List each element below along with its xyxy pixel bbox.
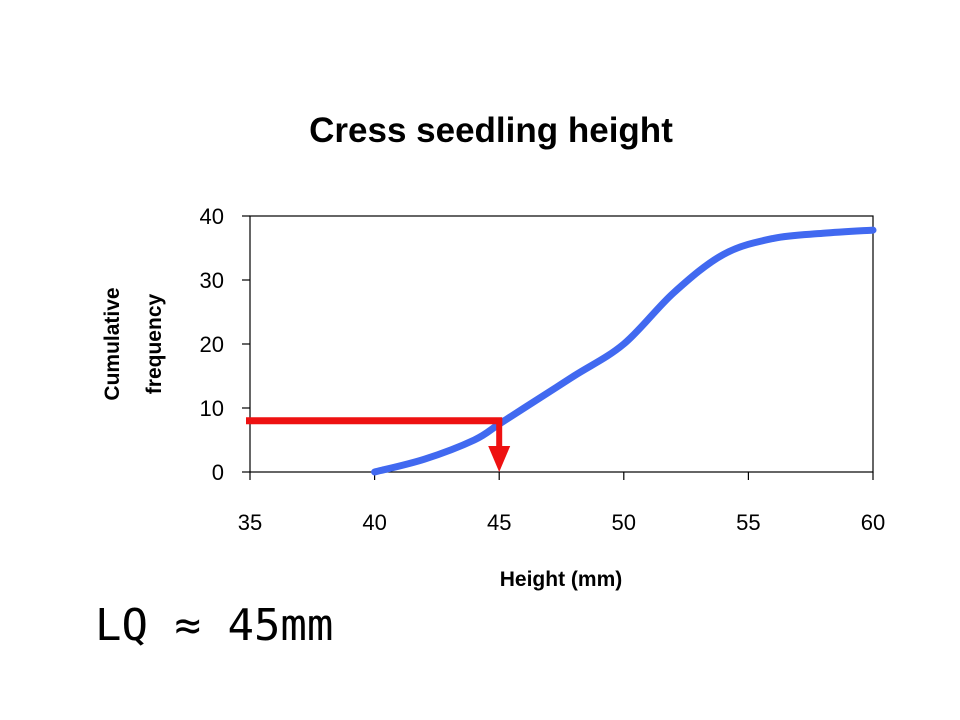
y-tick-label: 40 [200, 204, 224, 229]
x-tick-label: 40 [362, 510, 386, 535]
y-axis-title-line-1: Cumulative [101, 287, 124, 400]
plot-area: 0 10 20 30 40 35 40 45 50 55 60 [200, 204, 886, 535]
x-tick-label: 45 [487, 510, 511, 535]
chart-title: Cress seedling height [309, 111, 673, 150]
x-tick-label: 55 [736, 510, 760, 535]
x-axis-title: Height (mm) [500, 568, 623, 591]
y-tick-label: 20 [200, 332, 224, 357]
y-tick-label: 30 [200, 268, 224, 293]
x-tick-label: 50 [612, 510, 636, 535]
x-tick-label: 60 [861, 510, 885, 535]
x-tick-label: 35 [238, 510, 262, 535]
y-tick-label: 0 [212, 460, 224, 485]
lower-quartile-arrow-head [488, 446, 511, 472]
lower-quartile-note: LQ ≈ 45mm [95, 600, 334, 651]
cumulative-frequency-line [371, 226, 877, 476]
y-axis-title-line-2: frequency [143, 294, 166, 395]
y-tick-label: 10 [200, 396, 224, 421]
plot-frame [249, 215, 874, 473]
